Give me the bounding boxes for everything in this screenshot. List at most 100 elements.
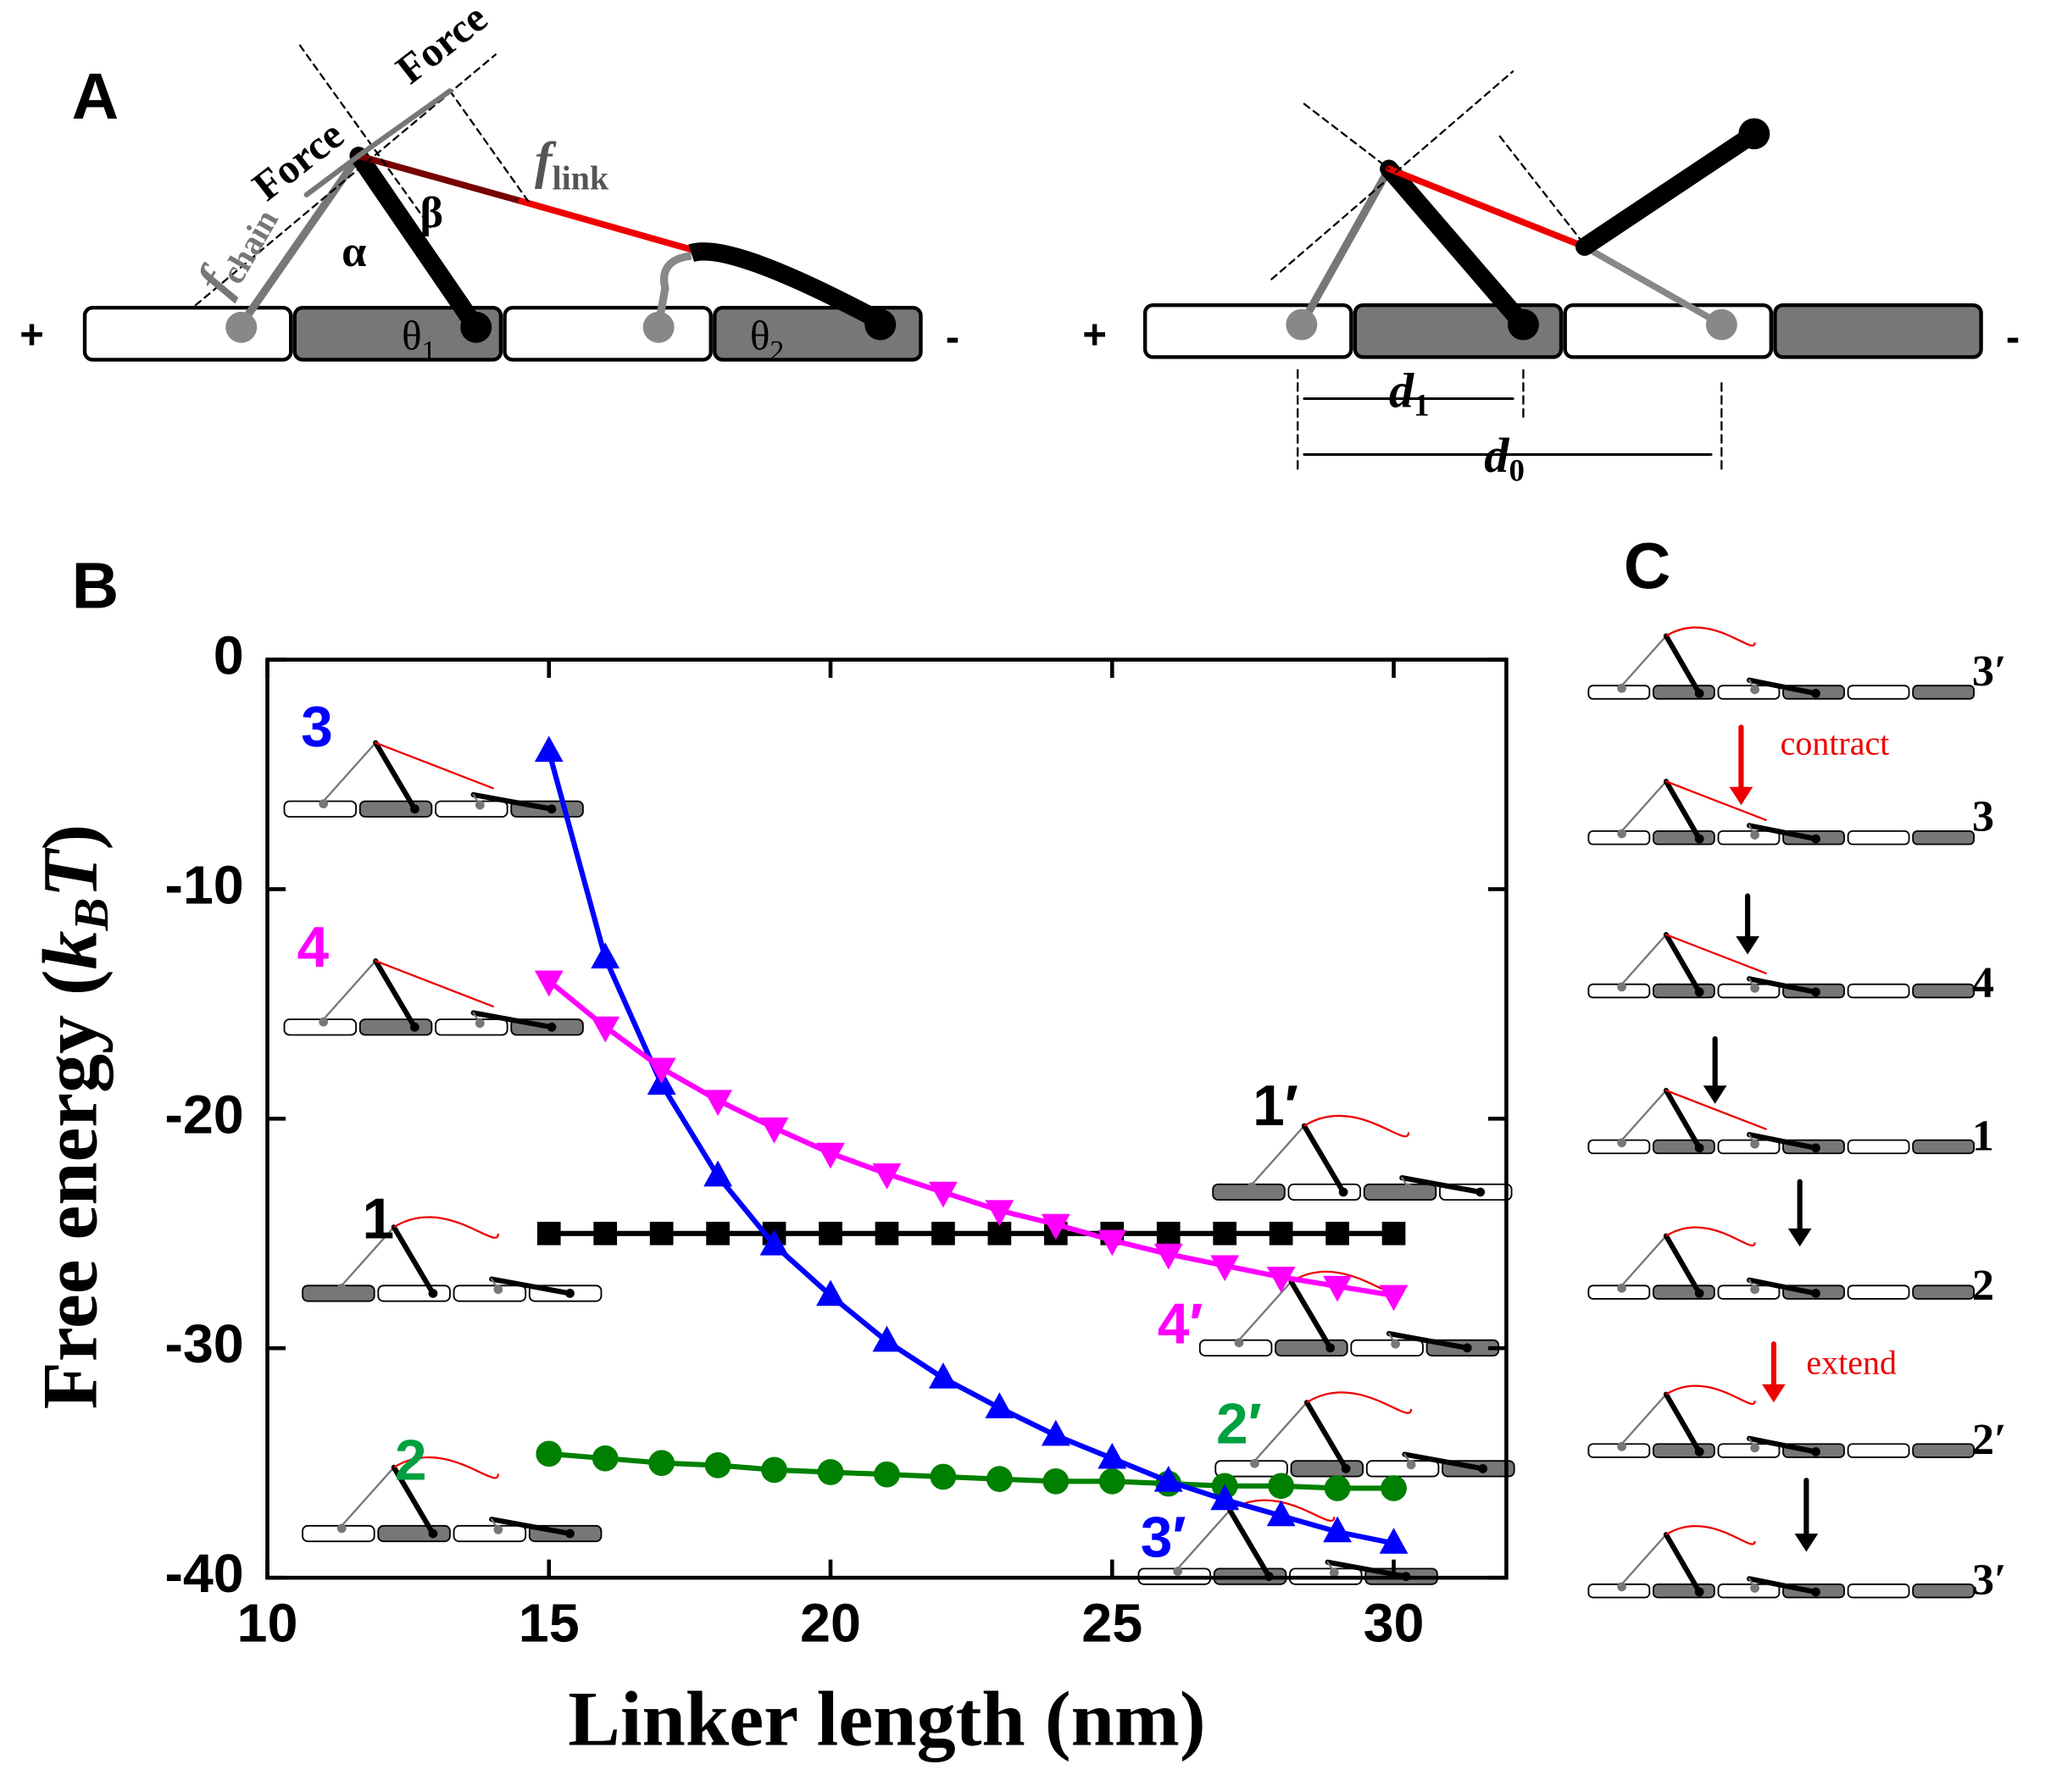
shape	[1620, 1089, 1668, 1141]
shape	[237, 152, 363, 329]
marker	[872, 1325, 902, 1352]
shape	[1750, 830, 1759, 840]
shape	[1750, 685, 1759, 695]
state-label: 3′	[1972, 1556, 2007, 1605]
contract-label: contract	[1781, 724, 1890, 762]
shape	[1287, 1183, 1361, 1201]
marker	[816, 1142, 845, 1169]
shape	[1462, 1343, 1472, 1353]
marker	[928, 1181, 958, 1208]
shape	[1298, 164, 1393, 329]
shape	[225, 311, 258, 343]
symbol: θ	[750, 313, 770, 359]
curve-label: 1′	[1253, 1074, 1298, 1138]
curve-label: 1	[362, 1188, 394, 1251]
symbol: d	[1389, 363, 1414, 419]
shape	[391, 1224, 436, 1296]
shape	[1694, 689, 1704, 698]
curve-label: 3′	[1141, 1506, 1186, 1569]
shape	[493, 1284, 503, 1295]
shape	[1663, 932, 1703, 995]
marker	[761, 1456, 787, 1484]
shape	[1329, 1567, 1339, 1578]
marker	[759, 1229, 789, 1256]
shape	[1746, 677, 1819, 696]
alpha: α	[342, 227, 366, 276]
beta: β	[420, 188, 444, 237]
marker	[817, 1459, 844, 1485]
marker	[593, 1221, 618, 1246]
marker	[1210, 1484, 1240, 1511]
shape	[1663, 1087, 1703, 1151]
marker	[704, 1452, 731, 1479]
shape	[322, 741, 377, 802]
shape	[1847, 685, 1910, 700]
shape	[355, 153, 525, 205]
shape	[503, 306, 713, 362]
marker	[1266, 1500, 1296, 1527]
shape	[435, 800, 508, 818]
marker	[872, 1163, 902, 1190]
shape	[1399, 1175, 1483, 1195]
marker	[1156, 1221, 1181, 1246]
shape	[1736, 936, 1759, 955]
marker	[1324, 1475, 1351, 1501]
shape	[1811, 689, 1820, 698]
marker	[816, 1279, 845, 1307]
shape	[1847, 1443, 1910, 1458]
shape	[1811, 1587, 1820, 1597]
shape	[518, 197, 708, 257]
plus: +	[19, 313, 44, 358]
shape	[1912, 1284, 1976, 1300]
shape	[1665, 1384, 1756, 1406]
marker	[1213, 1221, 1237, 1246]
shape	[409, 804, 420, 814]
shape	[1746, 976, 1819, 995]
shape	[1653, 1583, 1715, 1599]
shape	[375, 741, 494, 790]
shape	[475, 800, 485, 810]
y-label-part: )	[26, 824, 113, 851]
shape	[1664, 933, 1767, 974]
marker	[534, 970, 564, 997]
shape	[493, 1525, 503, 1534]
shape	[1912, 829, 1976, 846]
curve-label: 3	[301, 696, 333, 759]
shape	[1717, 1443, 1781, 1458]
shape	[319, 1017, 329, 1027]
y-label-part: B	[64, 898, 119, 932]
shape	[1341, 1464, 1351, 1473]
shape	[1811, 834, 1820, 844]
shape	[547, 804, 557, 814]
shape	[1380, 159, 1533, 334]
marker	[931, 1221, 955, 1246]
shape	[1365, 1460, 1440, 1478]
marker	[1041, 1213, 1070, 1240]
marker	[1042, 1468, 1070, 1495]
shape	[1617, 1582, 1627, 1592]
shape	[1694, 987, 1704, 997]
shape	[1325, 1343, 1336, 1353]
y-axis-label: Free energy (kBT)	[26, 824, 119, 1410]
series-line	[546, 751, 1395, 1546]
shape	[303, 153, 362, 197]
shape	[1653, 829, 1715, 846]
marker	[534, 735, 564, 763]
shape	[1663, 1532, 1703, 1595]
shape	[1402, 1451, 1486, 1472]
shape	[356, 88, 453, 158]
shape	[1794, 1534, 1819, 1552]
shape	[1253, 1401, 1309, 1462]
shape	[1738, 118, 1770, 150]
shape	[377, 1284, 451, 1302]
state-label: 2	[1972, 1261, 1994, 1310]
marker	[536, 1221, 561, 1246]
marker	[819, 1221, 842, 1246]
shape	[358, 800, 433, 818]
shape	[1386, 1330, 1470, 1351]
curve-label: 4′	[1158, 1293, 1203, 1356]
shape	[435, 1018, 508, 1036]
y-tick-label: -40	[164, 1543, 243, 1604]
marker	[1041, 1419, 1070, 1446]
shape	[1762, 1384, 1786, 1403]
